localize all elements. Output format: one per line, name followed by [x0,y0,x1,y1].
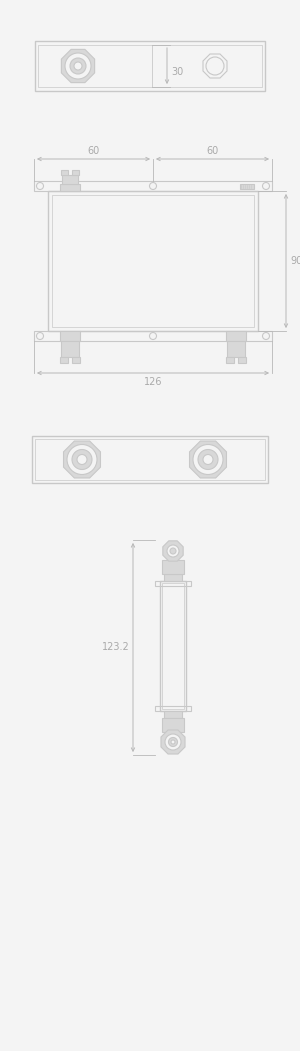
Circle shape [203,454,213,465]
Bar [162,560,184,574]
Circle shape [74,62,82,70]
Circle shape [77,454,87,465]
Circle shape [165,734,181,750]
Polygon shape [161,730,185,754]
Text: 60: 60 [206,146,219,156]
Bar [32,436,268,483]
Bar [240,184,254,189]
Bar [226,331,246,341]
Circle shape [72,450,92,470]
Polygon shape [163,541,183,561]
Bar [72,170,79,176]
Bar [60,184,80,191]
Bar [35,41,265,91]
Bar [164,574,182,581]
Circle shape [171,740,175,744]
Bar [162,583,184,709]
Circle shape [193,445,223,474]
Bar [61,341,79,357]
Bar [52,195,254,327]
Bar [164,710,182,718]
Polygon shape [64,441,100,478]
Bar [34,331,272,341]
Text: 90: 90 [290,256,300,266]
Bar [61,170,68,176]
Bar [60,357,68,363]
Bar [34,181,272,191]
Circle shape [65,53,91,79]
Bar [72,357,80,363]
Polygon shape [61,49,94,83]
Bar [62,176,78,184]
Bar [155,581,191,586]
Bar [60,331,80,341]
Bar [48,191,258,331]
Bar [238,357,246,363]
Bar [160,581,186,710]
Polygon shape [190,441,226,478]
Bar [35,439,265,480]
Text: 30: 30 [171,67,183,78]
Circle shape [169,738,178,746]
Circle shape [167,545,179,557]
Circle shape [198,450,218,470]
Bar [155,706,191,710]
Circle shape [67,445,97,474]
Text: 60: 60 [87,146,100,156]
Bar [38,45,262,87]
Bar [226,357,234,363]
Circle shape [170,548,176,554]
Text: 126: 126 [144,377,162,387]
Bar [227,341,245,357]
Text: 123.2: 123.2 [102,642,130,653]
Circle shape [70,58,86,74]
Bar [162,718,184,731]
